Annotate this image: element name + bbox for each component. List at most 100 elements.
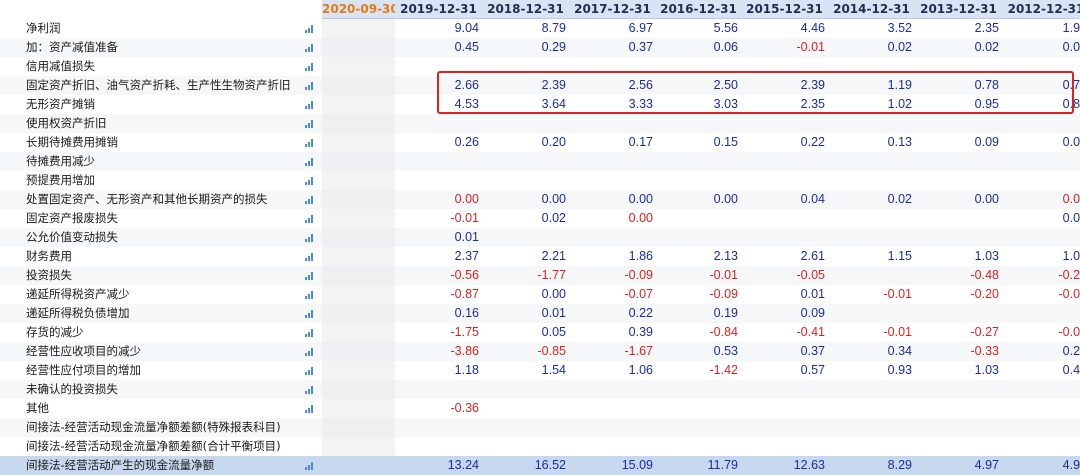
value-cell (322, 322, 395, 342)
value-cell: 5.56 (713, 21, 738, 36)
table-row: 处置固定资产、无形资产和其他长期资产的损失 0.00 0.00 0.00 0.00 0.0… (0, 189, 1080, 209)
value-cell: 0.17 (628, 135, 653, 149)
table-row: 存货的减少 -1.75 0.05 0.39 -0.84 -0.41 -0.01 -0.27 -0… (0, 322, 1080, 342)
bar-chart-icon[interactable] (305, 461, 314, 470)
value-cell: 0.37 (741, 341, 828, 361)
bar-chart-icon[interactable] (305, 195, 314, 204)
value-cell (322, 94, 395, 114)
col-header[interactable]: 2019-12-31 (395, 0, 482, 19)
value-cell: 13.24 (395, 455, 482, 475)
value-cell: 0.43 (1062, 363, 1080, 377)
value-cell: -3.86 (395, 341, 482, 361)
value-cell (322, 227, 395, 247)
value-cell: -0.84 (709, 325, 739, 339)
value-cell: 4.53 (454, 97, 479, 111)
value-cell: 0.02 (828, 189, 915, 209)
row-label: 无形资产摊销 (26, 97, 95, 111)
value-cell: -1.75 (450, 325, 480, 339)
value-cell (656, 227, 741, 247)
value-cell (322, 75, 395, 95)
bar-chart-icon[interactable] (305, 214, 314, 223)
value-cell: -1.77 (482, 265, 569, 285)
value-cell: 0.08 (1062, 135, 1080, 149)
value-cell (915, 417, 1002, 437)
col-header[interactable]: 2014-12-31 (828, 0, 915, 19)
row-chart-cell (298, 361, 322, 380)
value-cell: 16.52 (482, 455, 569, 475)
value-cell: 8.79 (541, 21, 566, 36)
value-cell (1002, 57, 1080, 76)
value-cell (828, 209, 915, 228)
col-header[interactable]: 2012-12-31 (1002, 0, 1080, 19)
value-cell: -0.05 (741, 265, 828, 285)
value-cell: -0.85 (482, 341, 569, 361)
row-label: 固定资产折旧、油气资产折耗、生产性生物资产折旧 (0, 75, 298, 95)
bar-chart-icon[interactable] (305, 119, 314, 128)
col-header[interactable]: 2015-12-31 (741, 0, 828, 19)
value-cell (915, 113, 1002, 133)
value-cell (482, 151, 569, 171)
bar-chart-icon[interactable] (305, 43, 314, 52)
value-cell (395, 417, 482, 437)
bar-chart-icon[interactable] (305, 81, 314, 90)
row-label: 财务费用 (26, 249, 72, 263)
bar-chart-icon[interactable] (305, 157, 314, 166)
value-cell (828, 113, 915, 133)
bar-chart-icon[interactable] (305, 328, 314, 337)
bar-chart-icon[interactable] (305, 100, 314, 109)
value-cell (741, 209, 828, 228)
value-cell: 1.18 (454, 363, 479, 377)
bar-chart-icon[interactable] (305, 233, 314, 242)
value-cell (741, 57, 828, 76)
value-cell (915, 379, 1002, 399)
col-header[interactable]: 2020-09-30 (322, 0, 395, 19)
row-label: 投资损失 (0, 265, 298, 285)
col-header[interactable]: 2013-12-31 (915, 0, 1002, 19)
row-label: 间接法-经营活动产生的现金流量净额 (0, 455, 298, 475)
col-header[interactable]: 2017-12-31 (569, 0, 656, 19)
table-row: 公允价值变动损失 0.01 (0, 227, 1080, 247)
bar-chart-icon[interactable] (305, 385, 314, 394)
bar-chart-icon[interactable] (305, 176, 314, 185)
bar-chart-icon[interactable] (305, 404, 314, 413)
value-cell (828, 151, 915, 171)
row-label: 预提费用增加 (26, 173, 95, 187)
table-row: 间接法-经营活动现金流量净额差额(合计平衡项目) (0, 436, 1080, 456)
value-cell (322, 455, 395, 475)
bar-chart-icon[interactable] (305, 347, 314, 356)
value-cell: 0.29 (482, 37, 569, 57)
row-chart-cell (298, 133, 322, 152)
bar-chart-icon[interactable] (305, 290, 314, 299)
bar-chart-icon[interactable] (305, 271, 314, 280)
value-cell: 2.13 (713, 249, 738, 263)
value-cell: 2.56 (569, 75, 656, 95)
value-cell: -0.01 (883, 325, 913, 339)
bar-chart-icon[interactable] (305, 366, 314, 375)
value-cell: -1.42 (709, 363, 739, 377)
value-cell (656, 399, 741, 418)
value-cell (741, 113, 828, 133)
bar-chart-icon[interactable] (305, 138, 314, 147)
value-cell (569, 417, 656, 437)
row-chart-cell (298, 113, 322, 133)
row-label: 净利润 (26, 21, 61, 36)
row-label: 经营性应付项目的增加 (26, 363, 141, 377)
row-chart-cell (298, 95, 322, 114)
table-row: 递延所得税资产减少 -0.87 0.00 -0.07 -0.09 0.01 -0.01 -0.… (0, 284, 1080, 304)
value-cell: -0.09 (709, 287, 739, 301)
col-header[interactable]: 2018-12-31 (482, 0, 569, 19)
bar-chart-icon[interactable] (305, 62, 314, 71)
value-cell: 0.57 (800, 363, 825, 377)
bar-chart-icon[interactable] (305, 309, 314, 318)
col-header[interactable]: 2016-12-31 (656, 0, 741, 19)
value-cell: 9.04 (454, 21, 479, 36)
bar-chart-icon[interactable] (305, 24, 314, 33)
value-cell: 0.22 (800, 135, 825, 149)
value-cell (322, 436, 395, 456)
value-cell: 0.95 (974, 97, 999, 111)
value-cell (741, 399, 828, 418)
row-chart-cell (298, 227, 322, 247)
value-cell (915, 399, 1002, 418)
row-label: 递延所得税资产减少 (26, 287, 130, 301)
bar-chart-icon[interactable] (305, 252, 314, 261)
